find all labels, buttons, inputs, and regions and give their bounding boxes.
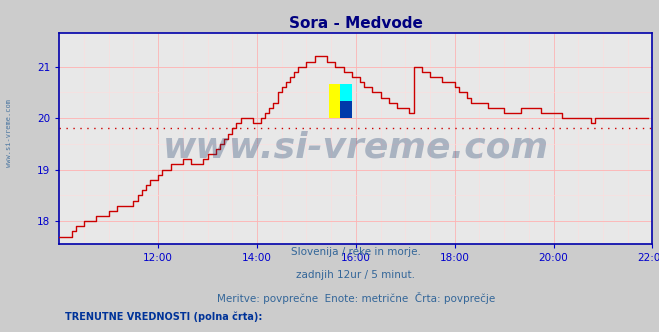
Title: Sora - Medvode: Sora - Medvode — [289, 16, 423, 31]
Text: www.si-vreme.com: www.si-vreme.com — [5, 99, 12, 167]
Text: zadnjih 12ur / 5 minut.: zadnjih 12ur / 5 minut. — [297, 270, 415, 280]
Text: Slovenija / reke in morje.: Slovenija / reke in morje. — [291, 247, 421, 257]
Bar — [341, 84, 352, 101]
Text: www.si-vreme.com: www.si-vreme.com — [163, 130, 549, 164]
Bar — [341, 101, 352, 118]
Bar — [330, 84, 341, 118]
Text: Meritve: povprečne  Enote: metrične  Črta: povprečje: Meritve: povprečne Enote: metrične Črta:… — [217, 292, 495, 304]
Text: TRENUTNE VREDNOSTI (polna črta):: TRENUTNE VREDNOSTI (polna črta): — [65, 312, 263, 322]
